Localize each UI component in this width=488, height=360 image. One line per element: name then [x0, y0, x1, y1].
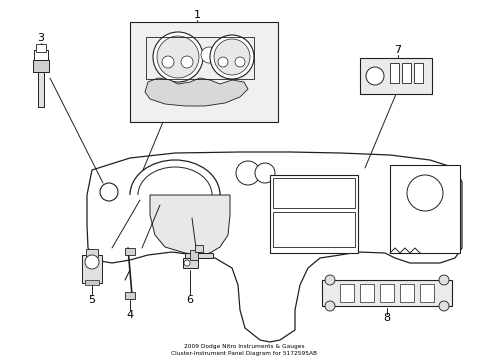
Bar — [413, 63, 422, 83]
Bar — [130, 22, 278, 122]
Bar — [321, 280, 451, 306]
Bar — [359, 58, 431, 94]
Bar — [401, 63, 410, 83]
Bar — [190, 250, 198, 260]
Bar — [339, 284, 353, 302]
Text: 5: 5 — [88, 295, 95, 305]
Bar — [399, 284, 413, 302]
Circle shape — [325, 275, 334, 285]
Bar — [379, 284, 393, 302]
Bar — [195, 245, 203, 252]
Circle shape — [162, 56, 174, 68]
Bar — [419, 284, 433, 302]
Bar — [183, 258, 198, 268]
Circle shape — [254, 163, 274, 183]
Bar — [38, 72, 44, 107]
Bar — [33, 60, 49, 72]
Polygon shape — [150, 195, 229, 255]
Circle shape — [235, 57, 244, 67]
Circle shape — [100, 183, 118, 201]
Circle shape — [85, 255, 99, 269]
Circle shape — [183, 260, 190, 266]
Circle shape — [209, 35, 253, 79]
Bar — [85, 280, 99, 285]
Text: 7: 7 — [394, 45, 401, 55]
Polygon shape — [87, 152, 461, 342]
Circle shape — [236, 161, 260, 185]
Circle shape — [325, 301, 334, 311]
Bar — [389, 63, 398, 83]
Bar — [184, 253, 213, 258]
Circle shape — [438, 301, 448, 311]
Bar — [272, 212, 354, 247]
Text: 6: 6 — [186, 295, 193, 305]
Bar — [389, 165, 459, 253]
Bar — [86, 249, 98, 257]
Bar — [272, 178, 354, 208]
Text: 8: 8 — [383, 313, 390, 323]
Circle shape — [365, 67, 383, 85]
Circle shape — [214, 39, 249, 75]
Bar — [82, 255, 102, 283]
Text: 1: 1 — [193, 10, 200, 20]
Circle shape — [157, 36, 199, 78]
Circle shape — [438, 275, 448, 285]
Text: 2: 2 — [252, 87, 259, 97]
Bar — [359, 284, 373, 302]
Bar — [125, 248, 135, 255]
Bar — [125, 292, 135, 299]
Bar — [146, 37, 253, 79]
Bar — [36, 44, 46, 52]
Circle shape — [181, 56, 193, 68]
Text: 4: 4 — [126, 310, 133, 320]
Circle shape — [406, 175, 442, 211]
Text: 2009 Dodge Nitro Instruments & Gauges
Cluster-Instrument Panel Diagram for 51725: 2009 Dodge Nitro Instruments & Gauges Cl… — [171, 344, 316, 356]
Bar — [269, 175, 357, 253]
Polygon shape — [145, 78, 247, 106]
Text: 3: 3 — [38, 33, 44, 43]
Bar — [34, 50, 48, 60]
Circle shape — [218, 57, 227, 67]
Circle shape — [201, 47, 217, 63]
Circle shape — [153, 32, 203, 82]
